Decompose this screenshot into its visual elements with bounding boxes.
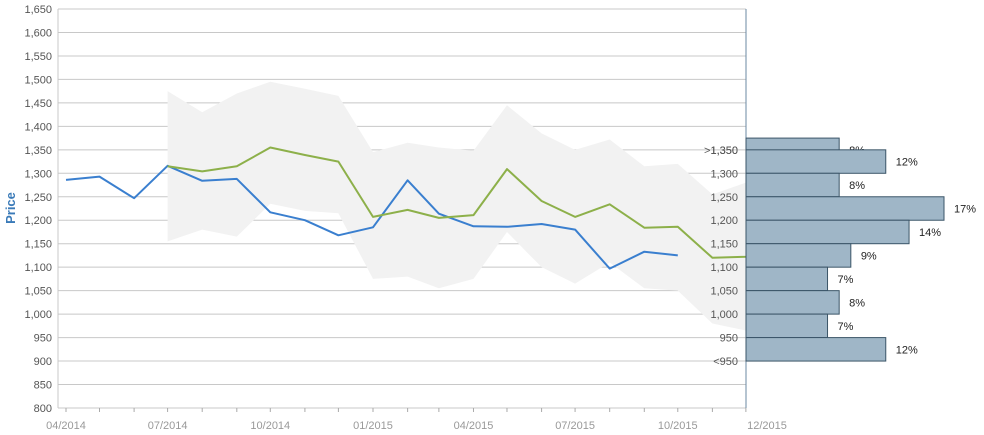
histogram-value-label: 9% xyxy=(861,250,877,262)
histogram-category-label: 1,350 xyxy=(710,145,738,157)
histogram-value-label: 12% xyxy=(896,344,918,356)
histogram-bar xyxy=(745,266,829,292)
histogram-bar xyxy=(745,149,887,174)
y-tick-label: 900 xyxy=(34,356,52,368)
histogram-bar xyxy=(745,172,840,198)
x-tick-label: 04/2014 xyxy=(46,420,86,432)
y-tick-label: 950 xyxy=(34,333,52,345)
histogram-bar xyxy=(745,313,829,339)
y-tick-label: 1,550 xyxy=(24,51,52,63)
histogram-value-label: 8% xyxy=(849,180,865,192)
x-tick-label: 04/2015 xyxy=(454,420,494,432)
x-tick-label: 07/2014 xyxy=(148,420,188,432)
histogram-category-label: 1,050 xyxy=(710,286,738,298)
y-tick-label: 1,000 xyxy=(24,309,52,321)
range-band-area xyxy=(167,81,746,331)
y-tick-label: 1,100 xyxy=(24,262,52,274)
histogram-value-label: 17% xyxy=(954,204,976,216)
histogram-bar xyxy=(745,243,852,268)
y-tick-label: 1,250 xyxy=(24,192,52,204)
green-series-line xyxy=(167,146,768,259)
histogram-category-label: >1,350 xyxy=(704,145,738,157)
histogram-value-label: 14% xyxy=(919,227,941,239)
histogram-category-label: <950 xyxy=(713,356,738,368)
histogram-bar xyxy=(745,290,840,315)
histogram-bar xyxy=(745,196,945,221)
series-lines xyxy=(65,146,768,270)
x-tick-label: 01/2015 xyxy=(353,420,393,432)
histogram-bar xyxy=(745,219,910,245)
distribution-histogram: 8%12%8%17%14%9%7%8%7%12%>1,3501,3501,300… xyxy=(704,137,976,368)
y-tick-label: 1,300 xyxy=(24,168,52,180)
y-tick-label: 1,050 xyxy=(24,286,52,298)
histogram-category-label: 1,150 xyxy=(710,239,738,251)
y-tick-label: 1,450 xyxy=(24,98,52,110)
y-tick-label: 1,200 xyxy=(24,215,52,227)
y-tick-label: 1,500 xyxy=(24,74,52,86)
y-axis-label: Price xyxy=(3,192,18,224)
y-tick-label: 800 xyxy=(34,403,52,415)
histogram-category-label: 1,100 xyxy=(710,262,738,274)
x-tick-label: 10/2015 xyxy=(658,420,698,432)
histogram-category-label: 1,250 xyxy=(710,192,738,204)
histogram-category-label: 1,300 xyxy=(710,168,738,180)
x-tick-label: 10/2014 xyxy=(250,420,290,432)
tick-labels: 800 850 900 950 1,000 1,050 1,100 1,150 1,200 1,2… xyxy=(24,4,786,432)
x-tick-label: 07/2015 xyxy=(555,420,595,432)
y-tick-label: 1,600 xyxy=(24,27,52,39)
histogram-category-label: 1,000 xyxy=(710,309,738,321)
histogram-value-label: 8% xyxy=(849,297,865,309)
histogram-value-label: 7% xyxy=(838,274,854,286)
y-tick-label: 1,150 xyxy=(24,239,52,251)
y-tick-label: 1,400 xyxy=(24,121,52,133)
histogram-bar xyxy=(745,337,887,362)
price-range-band xyxy=(167,81,746,331)
histogram-value-label: 12% xyxy=(896,157,918,169)
histogram-value-label: 7% xyxy=(838,321,854,333)
y-tick-label: 850 xyxy=(34,380,52,392)
histogram-category-label: 1,200 xyxy=(710,215,738,227)
x-tick-label: 12/2015 xyxy=(747,420,787,432)
histogram-category-label: 950 xyxy=(720,333,738,345)
y-tick-label: 1,350 xyxy=(24,145,52,157)
y-tick-label: 1,650 xyxy=(24,4,52,16)
blue-series-line xyxy=(65,164,678,270)
